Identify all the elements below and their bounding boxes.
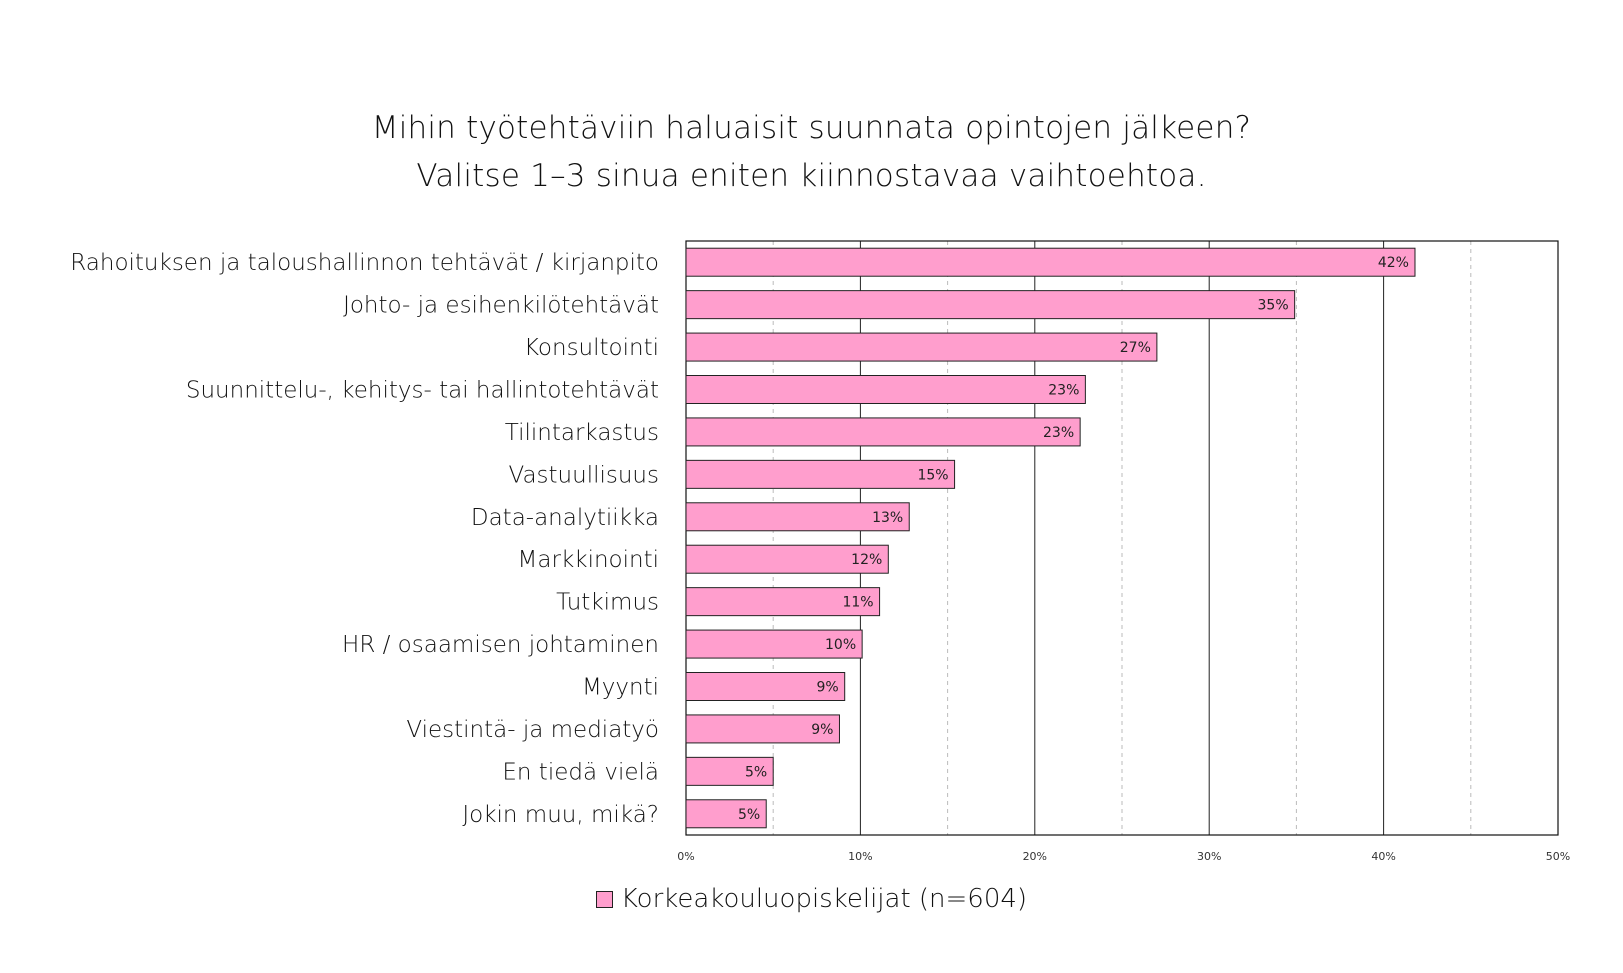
- bar: [685, 247, 1416, 277]
- chart-title-line-1: Mihin työtehtäviin haluaisit suunnata op…: [371, 110, 1252, 146]
- x-tick-label: 30%: [1197, 850, 1221, 863]
- data-label: 35%: [1258, 298, 1289, 314]
- bar: [685, 714, 840, 744]
- category-label: Johto- ja esihenkilötehtävät: [343, 293, 659, 319]
- category-label: En tiedä vielä: [502, 759, 659, 785]
- data-label: 15%: [917, 467, 948, 483]
- chart-title-line-2: Valitse 1–3 sinua eniten kiinnostavaa va…: [416, 158, 1207, 194]
- category-label: Tutkimus: [556, 590, 659, 616]
- data-label: 9%: [811, 722, 833, 738]
- category-label: Data-analytiikka: [471, 505, 659, 531]
- bar: [685, 290, 1296, 320]
- chart-title: Mihin työtehtäviin haluaisit suunnata op…: [0, 104, 1623, 200]
- data-label: 23%: [1048, 383, 1079, 399]
- category-label: Jokin muu, mikä?: [462, 802, 659, 828]
- x-tick-label: 10%: [848, 850, 872, 863]
- bar: [685, 459, 956, 489]
- legend-label: Korkeakouluopiskelijat (n=604): [620, 884, 1028, 914]
- bar: [685, 332, 1158, 362]
- category-label: Konsultointi: [524, 335, 659, 361]
- category-label: Vastuullisuus: [509, 462, 660, 488]
- bar: [685, 587, 881, 617]
- bar: [685, 629, 863, 659]
- data-label: 9%: [816, 680, 838, 696]
- bar: [685, 672, 846, 701]
- data-label: 5%: [738, 807, 760, 823]
- data-label: 12%: [851, 552, 882, 568]
- bar: [685, 756, 774, 786]
- legend-swatch: [595, 890, 613, 908]
- category-label: HR / osaamisen johtaminen: [342, 632, 659, 658]
- category-label: Rahoituksen ja taloushallinnon tehtävät …: [70, 250, 659, 276]
- data-label: 23%: [1043, 425, 1074, 441]
- data-label: 27%: [1120, 340, 1151, 356]
- data-label: 5%: [745, 764, 767, 780]
- x-tick-label: 50%: [1546, 850, 1570, 863]
- x-tick-label: 0%: [677, 850, 694, 863]
- x-tick-label: 20%: [1023, 850, 1047, 863]
- category-label: Markkinointi: [518, 547, 659, 573]
- legend: Korkeakouluopiskelijat (n=604): [0, 884, 1623, 914]
- bar: [685, 375, 1086, 404]
- bar: [685, 544, 889, 574]
- category-label: Tilintarkastus: [505, 420, 659, 446]
- category-label: Suunnittelu-, kehitys- tai hallintotehtä…: [186, 378, 659, 404]
- category-label: Viestintä- ja mediatyö: [406, 717, 659, 743]
- bar: [685, 502, 910, 532]
- x-tick-label: 40%: [1371, 850, 1395, 863]
- bar: [685, 417, 1081, 447]
- bar: [685, 799, 767, 829]
- data-label: 11%: [842, 595, 873, 611]
- category-label: Myynti: [582, 675, 659, 701]
- data-label: 10%: [825, 637, 856, 653]
- data-label: 42%: [1378, 255, 1409, 271]
- data-label: 13%: [872, 510, 903, 526]
- plot-frame: [685, 240, 1559, 836]
